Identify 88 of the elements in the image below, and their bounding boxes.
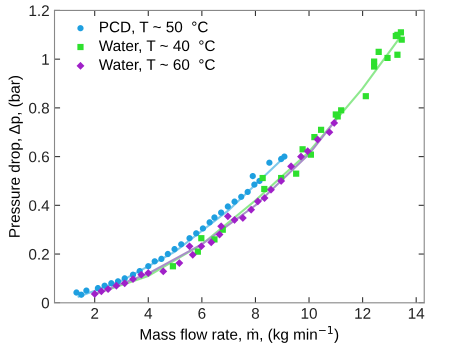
point (175, 259, 184, 267)
point (112, 282, 120, 290)
point (137, 270, 146, 279)
point (254, 197, 262, 206)
point (152, 258, 158, 264)
y-tick-label: 0.2 (29, 248, 49, 260)
point (171, 246, 178, 252)
x-tick-label: 8 (252, 308, 260, 319)
point (394, 52, 401, 58)
point (73, 289, 80, 296)
x-tick-label: 12 (355, 308, 370, 319)
point (193, 230, 200, 236)
point (293, 170, 300, 177)
point (281, 153, 288, 160)
point (164, 250, 171, 258)
point (318, 126, 324, 133)
point (362, 93, 369, 100)
point (398, 36, 405, 43)
point (297, 152, 305, 161)
point (287, 162, 296, 170)
y-tick-label: 1 (42, 54, 49, 65)
point (129, 275, 137, 284)
point (261, 186, 268, 192)
y-tick-label: 1.2 (30, 5, 49, 16)
point (104, 285, 112, 294)
point (186, 242, 194, 250)
point (260, 174, 266, 182)
point (247, 206, 256, 214)
point (244, 188, 251, 196)
point (206, 219, 213, 226)
point (188, 250, 197, 259)
point (266, 160, 272, 166)
point (186, 235, 193, 242)
point (211, 214, 218, 221)
point (304, 147, 312, 156)
y-tick-label: 0.8 (29, 102, 49, 114)
point (159, 267, 168, 276)
point (267, 186, 275, 194)
point (330, 119, 338, 127)
point (224, 203, 231, 210)
point (97, 287, 106, 296)
point (200, 225, 206, 232)
point (218, 210, 224, 216)
point (144, 269, 152, 277)
point (216, 230, 224, 238)
point (217, 222, 226, 230)
legend-label: Water, T ~ 40 °C (98, 40, 215, 53)
point (194, 248, 201, 255)
point (299, 146, 306, 152)
point (198, 235, 204, 242)
x-tick-label: 10 (302, 308, 317, 319)
point (238, 194, 244, 200)
y-tick-label: 0.4 (29, 200, 50, 212)
y-tick-label: 0.6 (29, 151, 49, 162)
point (250, 172, 256, 180)
point (158, 256, 165, 262)
point (384, 54, 391, 62)
x-tick-label: 6 (198, 308, 206, 319)
x-tick-label: 4 (144, 308, 152, 319)
point (224, 212, 232, 220)
legend-label: Water, T ~ 60 °C (98, 59, 215, 72)
point (325, 128, 334, 136)
x-tick-label: 14 (408, 308, 424, 319)
point (83, 287, 90, 294)
point (251, 182, 258, 188)
point (238, 214, 247, 222)
point (197, 242, 206, 250)
point (145, 263, 152, 270)
x-tick-label: 2 (91, 308, 98, 319)
point (207, 238, 216, 246)
point (170, 263, 176, 270)
x-axis-title: Mass flow rate, ṁ, (kg min$^{−1}$) (140, 326, 338, 343)
point (90, 290, 99, 298)
point (371, 58, 378, 65)
y-tick-label: 0 (42, 298, 50, 308)
point (277, 177, 286, 185)
point (108, 280, 114, 286)
point (314, 136, 322, 144)
point (376, 48, 382, 55)
point (178, 241, 184, 248)
point (78, 292, 84, 298)
point (260, 194, 268, 202)
y-axis-title: Pressure drop, Δp, (bar) (8, 76, 23, 237)
point (338, 107, 344, 114)
point (230, 216, 238, 224)
point (231, 198, 238, 205)
legend-label: PCD, T ~ 50 °C (100, 22, 208, 34)
point (120, 279, 129, 288)
